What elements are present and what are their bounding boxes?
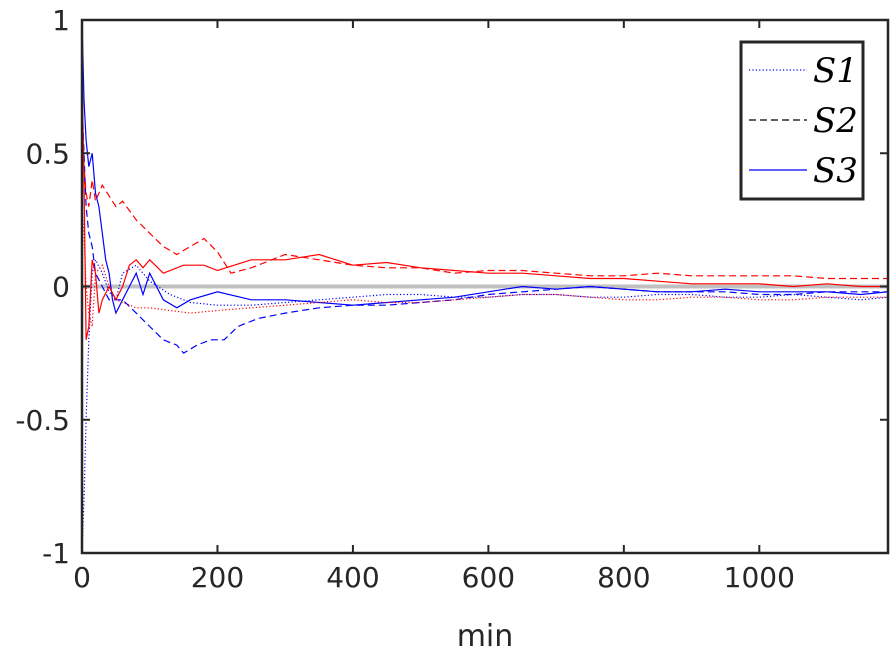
legend-label-1: S1 [813, 51, 858, 91]
x-axis-ticks: 0 200 400 600 800 1000 [73, 20, 795, 594]
y-tick-label: 0 [52, 271, 70, 304]
series-line-5 [81, 126, 888, 280]
y-tick-label: -0.5 [15, 404, 70, 437]
series-line-6 [81, 73, 888, 340]
series-lines [81, 19, 889, 554]
x-tick-label: 400 [326, 561, 379, 594]
series-line-1 [81, 258, 889, 554]
y-tick-label: 0.5 [25, 137, 70, 170]
x-tick-label: 200 [191, 561, 244, 594]
series-line-4 [81, 206, 888, 327]
x-axis-title: min [457, 619, 514, 654]
series-line-3 [81, 19, 889, 315]
legend-label-2: S2 [813, 101, 858, 141]
x-tick-label: 600 [462, 561, 515, 594]
y-tick-label: 1 [52, 4, 70, 37]
x-tick-label: 800 [597, 561, 650, 594]
y-tick-label: -1 [42, 537, 70, 570]
legend: S1 S2 S3 [739, 40, 865, 201]
x-tick-label: 1000 [724, 561, 795, 594]
legend-label-3: S3 [813, 151, 858, 191]
x-tick-label: 0 [73, 561, 91, 594]
y-axis-ticks: -1 -0.5 0 0.5 1 [15, 4, 888, 570]
